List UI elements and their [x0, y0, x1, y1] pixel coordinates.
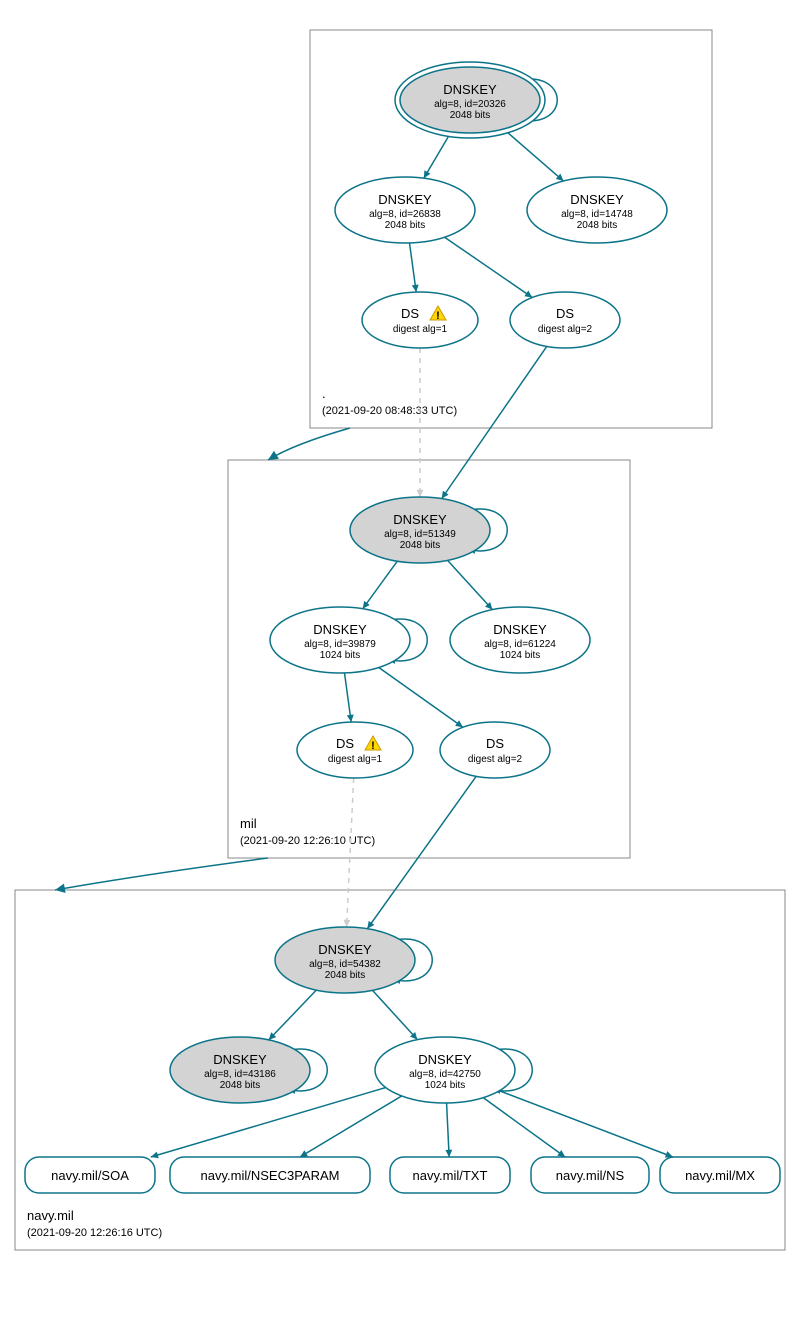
svg-text:DNSKEY: DNSKEY	[213, 1052, 267, 1067]
node-rr-mx: navy.mil/MX	[660, 1157, 780, 1193]
svg-text:.: .	[322, 386, 326, 401]
node-dk26838: DNSKEY alg=8, id=268382048 bits	[335, 177, 475, 243]
svg-text:(2021-09-20 08:48:33 UTC): (2021-09-20 08:48:33 UTC)	[322, 405, 457, 417]
svg-text:DNSKEY: DNSKEY	[570, 192, 624, 207]
svg-text:!: !	[371, 740, 375, 752]
svg-text:DS: DS	[401, 306, 419, 321]
node-ds1root: DS! digest alg=1	[362, 292, 478, 348]
node-dk20326: DNSKEY alg=8, id=203262048 bits	[395, 62, 545, 138]
svg-text:DNSKEY: DNSKEY	[318, 942, 372, 957]
node-rr-ns: navy.mil/NS	[531, 1157, 649, 1193]
svg-text:DS: DS	[486, 736, 504, 751]
node-ds2mil: DS digest alg=2	[440, 722, 550, 778]
svg-text:navy.mil: navy.mil	[27, 1208, 74, 1223]
svg-text:alg=8, id=39879: alg=8, id=39879	[304, 639, 376, 650]
svg-text:(2021-09-20 12:26:16 UTC): (2021-09-20 12:26:16 UTC)	[27, 1227, 162, 1239]
svg-text:alg=8, id=43186: alg=8, id=43186	[204, 1069, 276, 1080]
node-rr-nsec: navy.mil/NSEC3PARAM	[170, 1157, 370, 1193]
svg-text:2048 bits: 2048 bits	[450, 110, 491, 121]
node-dk51349: DNSKEY alg=8, id=513492048 bits	[350, 497, 490, 563]
svg-text:2048 bits: 2048 bits	[325, 970, 366, 981]
svg-text:mil: mil	[240, 816, 257, 831]
svg-text:2048 bits: 2048 bits	[577, 220, 618, 231]
svg-text:alg=8, id=61224: alg=8, id=61224	[484, 639, 556, 650]
svg-text:digest alg=2: digest alg=2	[468, 754, 523, 765]
svg-text:digest alg=2: digest alg=2	[538, 324, 593, 335]
svg-text:alg=8, id=42750: alg=8, id=42750	[409, 1069, 481, 1080]
svg-text:navy.mil/TXT: navy.mil/TXT	[413, 1168, 488, 1183]
svg-text:DS: DS	[556, 306, 574, 321]
svg-text:DNSKEY: DNSKEY	[493, 622, 547, 637]
svg-text:1024 bits: 1024 bits	[500, 650, 541, 661]
svg-text:2048 bits: 2048 bits	[385, 220, 426, 231]
svg-text:alg=8, id=51349: alg=8, id=51349	[384, 529, 456, 540]
node-dk42750: DNSKEY alg=8, id=427501024 bits	[375, 1037, 515, 1103]
svg-text:2048 bits: 2048 bits	[220, 1080, 261, 1091]
svg-text:alg=8, id=14748: alg=8, id=14748	[561, 209, 633, 220]
node-rr-soa: navy.mil/SOA	[25, 1157, 155, 1193]
svg-text:DNSKEY: DNSKEY	[313, 622, 367, 637]
svg-text:navy.mil/NSEC3PARAM: navy.mil/NSEC3PARAM	[201, 1168, 340, 1183]
node-dk43186: DNSKEY alg=8, id=431862048 bits	[170, 1037, 310, 1103]
svg-text:DNSKEY: DNSKEY	[418, 1052, 472, 1067]
svg-text:1024 bits: 1024 bits	[320, 650, 361, 661]
node-dk61224: DNSKEY alg=8, id=612241024 bits	[450, 607, 590, 673]
node-ds1mil: DS! digest alg=1	[297, 722, 413, 778]
svg-text:digest alg=1: digest alg=1	[328, 754, 383, 765]
node-dk14748: DNSKEY alg=8, id=147482048 bits	[527, 177, 667, 243]
svg-text:(2021-09-20 12:26:10 UTC): (2021-09-20 12:26:10 UTC)	[240, 835, 375, 847]
svg-text:DS: DS	[336, 736, 354, 751]
svg-text:DNSKEY: DNSKEY	[378, 192, 432, 207]
svg-text:alg=8, id=20326: alg=8, id=20326	[434, 99, 506, 110]
svg-text:!: !	[436, 310, 440, 322]
svg-text:digest alg=1: digest alg=1	[393, 324, 448, 335]
svg-text:DNSKEY: DNSKEY	[443, 82, 497, 97]
svg-text:navy.mil/MX: navy.mil/MX	[685, 1168, 755, 1183]
svg-text:alg=8, id=26838: alg=8, id=26838	[369, 209, 441, 220]
svg-text:DNSKEY: DNSKEY	[393, 512, 447, 527]
svg-text:2048 bits: 2048 bits	[400, 540, 441, 551]
svg-text:navy.mil/SOA: navy.mil/SOA	[51, 1168, 129, 1183]
node-rr-txt: navy.mil/TXT	[390, 1157, 510, 1193]
node-ds2root: DS digest alg=2	[510, 292, 620, 348]
dnssec-diagram: . (2021-09-20 08:48:33 UTC) mil (2021-09-20…	[0, 0, 800, 1320]
node-dk54382: DNSKEY alg=8, id=543822048 bits	[275, 927, 415, 993]
svg-text:1024 bits: 1024 bits	[425, 1080, 466, 1091]
svg-text:navy.mil/NS: navy.mil/NS	[556, 1168, 625, 1183]
node-dk39879: DNSKEY alg=8, id=398791024 bits	[270, 607, 410, 673]
svg-text:alg=8, id=54382: alg=8, id=54382	[309, 959, 381, 970]
